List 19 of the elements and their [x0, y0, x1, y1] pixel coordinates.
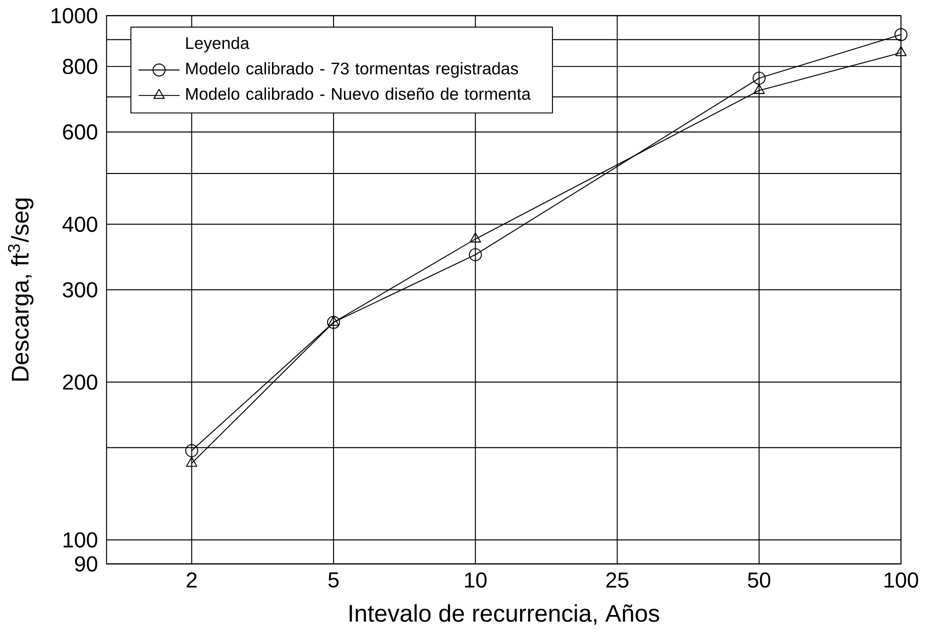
x-tick-label: 2	[186, 572, 197, 588]
y-tick-label: 90	[75, 556, 98, 572]
legend-label: Modelo calibrado - Nuevo diseño de tormenta	[186, 88, 531, 100]
x-tick-label: 100	[884, 572, 918, 588]
y-axis-title: Descarga, ft$^{3}$/seg	[8, 198, 34, 381]
y-tick-label: 100	[64, 532, 98, 548]
y-tick-label: 1000	[52, 8, 98, 24]
y-tick-label: 200	[63, 374, 98, 390]
x-tick-label: 10	[465, 572, 487, 588]
y-tick-label: 400	[62, 216, 98, 232]
legend-label: Modelo calibrado - 73 tormentas registradas	[186, 62, 518, 78]
y-tick-label: 300	[62, 282, 98, 298]
x-tick-label: 50	[748, 572, 770, 588]
x-axis-title: Intevalo de recurrencia, Años	[350, 604, 660, 625]
legend-title: Leyenda	[186, 36, 250, 53]
x-tick-label: 25	[606, 572, 628, 588]
x-tick-label: 5	[328, 572, 339, 588]
y-tick-label: 800	[62, 58, 98, 74]
y-tick-label: 600	[63, 124, 98, 140]
